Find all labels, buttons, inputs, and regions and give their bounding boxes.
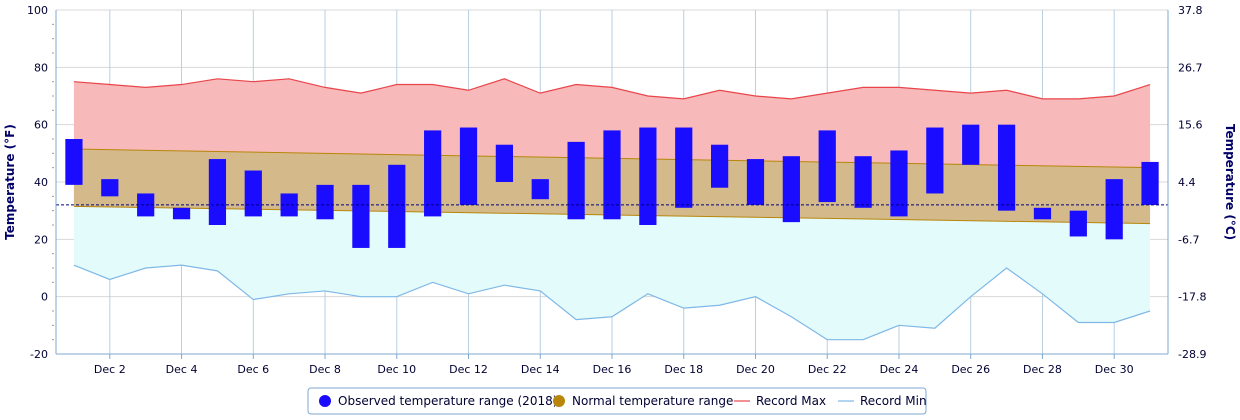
- y-tick-label-right: -17.8: [1178, 291, 1206, 304]
- observed-bar: [567, 141, 585, 220]
- observed-bar: [352, 184, 370, 248]
- observed-bar: [818, 130, 836, 203]
- record-min-line: [73, 264, 1151, 341]
- observed-bar: [890, 150, 908, 217]
- observed-bar: [603, 130, 621, 220]
- x-tick-label: Dec 16: [593, 363, 632, 376]
- y-axis-title-left: Temperature (°F): [3, 124, 17, 240]
- legend-record-min-label: Record Min: [860, 394, 927, 408]
- legend-observed-marker: [319, 395, 331, 407]
- y-tick-label-right: -28.9: [1178, 348, 1206, 361]
- observed-bar: [495, 144, 513, 182]
- observed-bar: [1141, 161, 1159, 205]
- observed-bar: [675, 127, 693, 208]
- y-tick-label-right: 37.8: [1178, 4, 1203, 17]
- x-tick-label: Dec 10: [377, 363, 416, 376]
- y-tick-label-left: 0: [41, 291, 48, 304]
- observed-bar: [997, 124, 1016, 211]
- legend-normal-label: Normal temperature range: [572, 394, 733, 408]
- observed-bar: [172, 207, 191, 220]
- observed-bar: [244, 170, 262, 217]
- observed-bar: [459, 127, 478, 205]
- x-tick-label: Dec 20: [736, 363, 775, 376]
- x-tick-label: Dec 22: [808, 363, 847, 376]
- x-tick-label: Dec 14: [521, 363, 560, 376]
- observed-bar: [639, 127, 657, 225]
- observed-bar: [531, 179, 549, 200]
- legend-item-record-min[interactable]: Record Min: [838, 394, 927, 408]
- observed-bar: [1105, 179, 1123, 240]
- observed-bar: [962, 124, 980, 165]
- x-tick-label: Dec 24: [880, 363, 919, 376]
- observed-bar: [1033, 207, 1052, 220]
- observed-bar: [746, 159, 765, 205]
- y-tick-label-left: 100: [27, 4, 48, 17]
- legend-record-max-label: Record Max: [756, 394, 826, 408]
- x-tick-label: Dec 30: [1095, 363, 1134, 376]
- y-tick-label-right: 15.6: [1178, 119, 1203, 132]
- x-tick-label: Dec 28: [1023, 363, 1062, 376]
- y-tick-label-right: 4.4: [1178, 176, 1196, 189]
- axes: -20 -28.9 0 -17.8 20 -6.7 40 4.4 60 15.6 80 26.7 100…: [27, 4, 1206, 376]
- x-tick-label: Dec 2: [94, 363, 126, 376]
- x-tick-label: Dec 8: [309, 363, 341, 376]
- y-tick-label-left: 80: [34, 61, 48, 74]
- observed-bar: [137, 193, 155, 217]
- record-lines: [56, 78, 1168, 341]
- legend-item-observed[interactable]: Observed temperature range (2018): [319, 394, 557, 408]
- observed-bar: [854, 156, 872, 208]
- legend-observed-label: Observed temperature range (2018): [338, 394, 557, 408]
- y-tick-label-right: -6.7: [1178, 233, 1199, 246]
- observed-bar: [208, 159, 227, 225]
- y-axis-title-right: Temperature (°C): [1223, 124, 1237, 240]
- x-tick-label: Dec 26: [951, 363, 990, 376]
- y-tick-label-left: 40: [34, 176, 48, 189]
- x-tick-label: Dec 18: [664, 363, 703, 376]
- record-max-area: [73, 78, 1151, 168]
- legend: Observed temperature range (2018) Normal…: [307, 387, 927, 415]
- y-tick-label-right: 26.7: [1178, 61, 1203, 74]
- observed-bar: [782, 156, 800, 223]
- observed-bar: [316, 184, 334, 220]
- x-tick-label: Dec 6: [237, 363, 269, 376]
- y-tick-label-left: 20: [34, 233, 48, 246]
- y-tick-label-left: 60: [34, 119, 48, 132]
- observed-bar: [424, 130, 442, 217]
- observed-bar: [388, 164, 406, 248]
- observed-bar: [926, 127, 944, 194]
- y-tick-label-left: -20: [30, 348, 48, 361]
- legend-item-record-max[interactable]: Record Max: [734, 394, 826, 408]
- record-max-line: [73, 78, 1151, 100]
- observed-bar: [101, 179, 119, 197]
- observed-bars: [65, 124, 1159, 248]
- legend-item-normal[interactable]: Normal temperature range: [553, 394, 733, 408]
- observed-bar: [1069, 210, 1087, 237]
- observed-bar: [65, 139, 83, 185]
- x-tick-label: Dec 12: [449, 363, 488, 376]
- observed-bar: [280, 193, 298, 217]
- x-tick-label: Dec 4: [166, 363, 198, 376]
- record-min-area: [73, 206, 1151, 340]
- legend-box: [307, 387, 927, 415]
- legend-normal-marker: [553, 395, 565, 407]
- observed-bar: [711, 144, 729, 188]
